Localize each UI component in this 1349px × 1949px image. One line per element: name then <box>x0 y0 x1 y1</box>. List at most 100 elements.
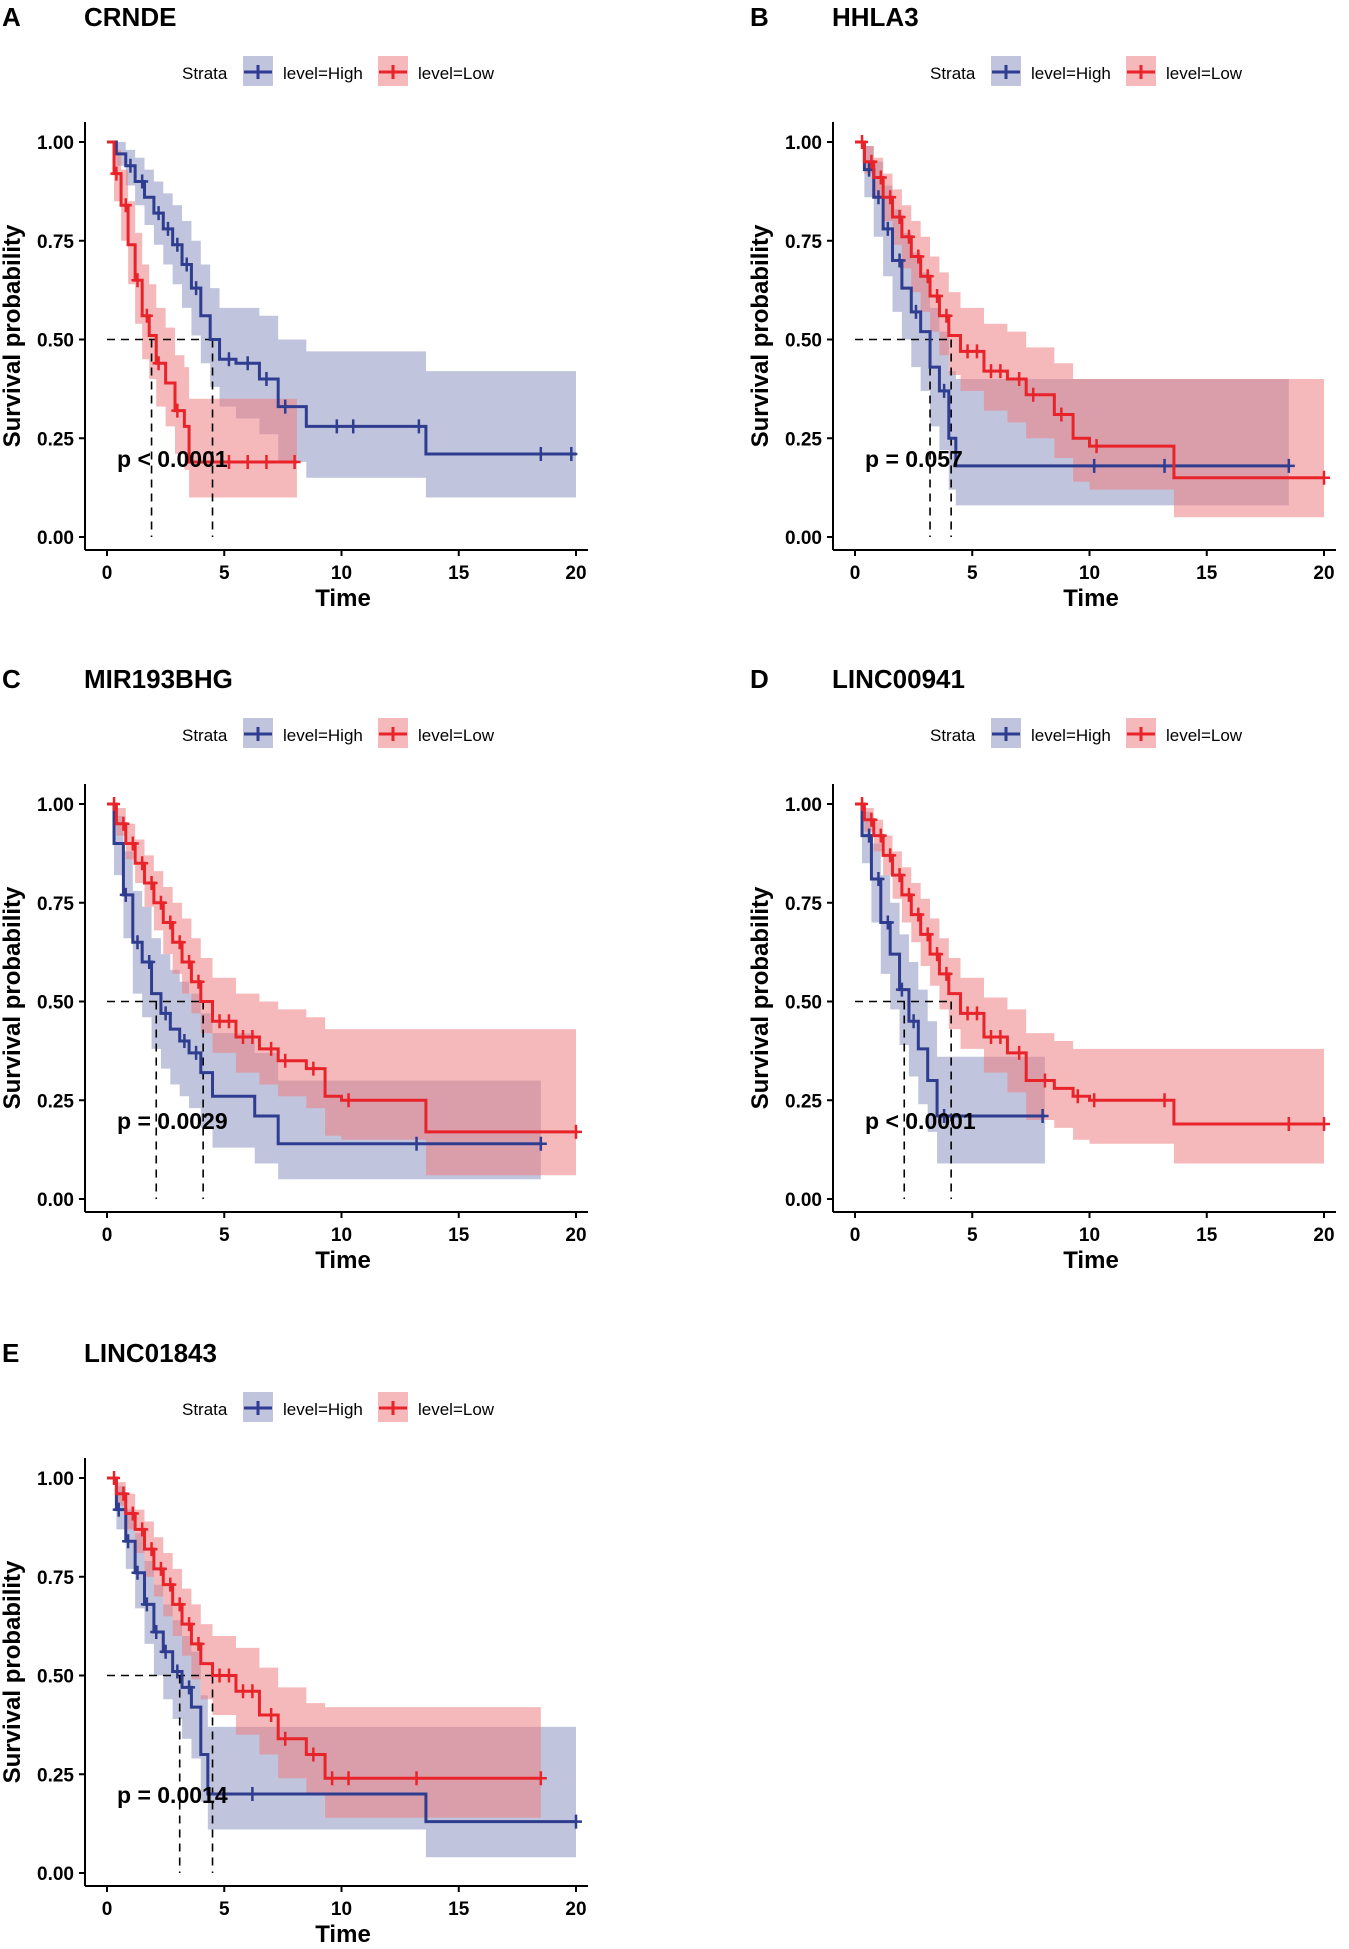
x-axis-title: Time <box>315 585 371 612</box>
censor-mark <box>921 927 934 942</box>
legend-label: level=Low <box>1166 64 1243 83</box>
panel-d: D LINC00941 Strata level=High level=Low 0.00 0… <box>747 664 1336 1274</box>
censor-mark <box>222 454 235 469</box>
censor-mark <box>534 447 547 462</box>
x-tick-label: 20 <box>565 1899 586 1920</box>
y-tick-label: 0.00 <box>785 1190 822 1211</box>
panel-letter: A <box>2 2 21 32</box>
censor-mark <box>912 249 925 264</box>
x-tick-label: 20 <box>1313 1225 1334 1246</box>
y-tick-label: 1.00 <box>785 133 822 154</box>
censor-mark <box>940 966 953 981</box>
survival-curve <box>855 802 1045 1118</box>
legend-title: Strata <box>182 726 228 745</box>
censor-mark <box>921 269 934 284</box>
censor-mark <box>192 974 205 989</box>
censor-mark <box>159 1644 172 1659</box>
censor-mark <box>119 887 132 902</box>
censor-mark <box>938 383 951 398</box>
legend-key-censor <box>386 1401 400 1415</box>
censor-mark <box>190 281 203 296</box>
censor-mark <box>1027 387 1040 402</box>
confidence-band <box>855 804 1045 1164</box>
censor-mark <box>145 876 158 890</box>
censor-mark <box>171 237 184 252</box>
censor-mark <box>222 352 235 367</box>
y-tick-label: 0.00 <box>785 528 822 549</box>
censor-mark <box>140 308 153 323</box>
x-tick-label: 5 <box>967 1225 978 1246</box>
censor-mark <box>154 895 167 910</box>
panel-a: A CRNDE Strata level=High level=Low 0.00 0.25 0… <box>0 2 588 612</box>
censor-mark <box>570 1124 582 1139</box>
censor-mark <box>895 982 908 997</box>
censor-mark <box>884 190 897 205</box>
censor-mark <box>874 828 887 843</box>
censor-mark <box>260 372 273 386</box>
x-axis-title: Time <box>315 1921 371 1948</box>
y-tick-label: 0.75 <box>785 894 822 915</box>
censor-mark <box>183 1617 196 1632</box>
legend-label: level=High <box>1031 64 1111 83</box>
confidence-band <box>855 142 1324 518</box>
x-tick-label: 0 <box>850 563 861 584</box>
censor-mark <box>865 154 878 169</box>
x-tick-label: 0 <box>102 1899 113 1920</box>
censor-mark <box>865 812 878 827</box>
censor-mark <box>180 257 193 272</box>
censor-mark <box>1071 1089 1084 1104</box>
censor-mark <box>131 273 144 288</box>
censor-mark <box>126 1506 139 1521</box>
panel-letter: C <box>2 664 21 694</box>
legend-key-censor <box>1134 727 1148 741</box>
censor-mark <box>1088 1093 1101 1108</box>
x-tick-label: 15 <box>448 1899 470 1920</box>
legend-key-censor <box>999 65 1013 79</box>
y-tick-label: 0.00 <box>37 1190 74 1211</box>
censor-mark <box>164 915 177 930</box>
censor-mark <box>136 856 149 871</box>
panel-letter: D <box>750 664 769 694</box>
censor-mark <box>342 1771 355 1786</box>
censor-mark <box>190 1045 203 1060</box>
censor-mark <box>119 198 132 213</box>
censor-mark <box>931 947 944 962</box>
y-axis-title: Survival probability <box>0 1560 26 1783</box>
censor-mark <box>183 1680 196 1695</box>
legend-key-censor <box>1134 65 1148 79</box>
censor-mark <box>1055 407 1068 422</box>
censor-mark <box>150 1625 163 1640</box>
y-tick-label: 0.75 <box>37 232 74 253</box>
censor-mark <box>902 887 915 902</box>
legend-key-censor <box>386 65 400 79</box>
y-axis-title: Survival probability <box>747 224 774 447</box>
censor-mark <box>940 308 953 323</box>
x-tick-label: 10 <box>1079 563 1100 584</box>
x-tick-label: 5 <box>967 563 978 584</box>
censor-mark <box>1282 1116 1295 1131</box>
censor-mark <box>307 1747 320 1762</box>
x-axis-title: Time <box>315 1247 371 1274</box>
censor-mark <box>347 419 360 434</box>
censor-mark <box>246 1787 259 1801</box>
legend-label: level=High <box>283 726 363 745</box>
censor-mark <box>241 356 254 371</box>
survival-curve <box>855 140 1289 468</box>
legend-key-censor <box>251 65 265 79</box>
censor-mark <box>893 868 906 883</box>
censor-mark <box>222 1014 235 1029</box>
censor-mark <box>110 166 123 181</box>
censor-mark <box>161 221 174 236</box>
y-tick-label: 0.50 <box>785 331 822 352</box>
survival-curve <box>107 140 576 456</box>
censor-mark <box>994 1030 1007 1045</box>
x-tick-label: 15 <box>448 1225 470 1246</box>
legend-label: level=High <box>283 64 363 83</box>
y-tick-label: 0.50 <box>37 1667 74 1688</box>
censor-mark <box>108 1471 121 1485</box>
x-tick-label: 20 <box>565 1225 586 1246</box>
censor-mark <box>1318 470 1330 485</box>
p-value-label: p < 0.0001 <box>117 446 228 472</box>
x-axis-title: Time <box>1063 585 1119 612</box>
censor-mark <box>1158 458 1171 473</box>
